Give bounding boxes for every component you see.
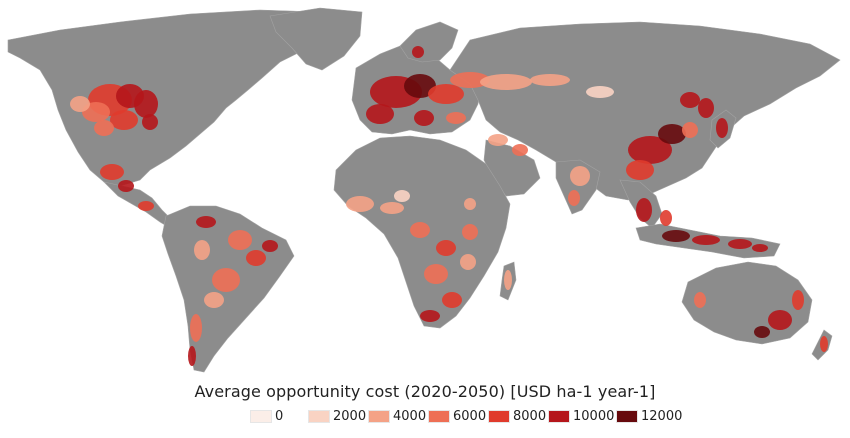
cost-patch xyxy=(752,244,768,252)
cost-patch xyxy=(188,346,196,366)
cost-patch xyxy=(460,254,476,270)
cost-patch xyxy=(568,190,580,206)
cost-patch xyxy=(94,120,114,136)
cost-patch xyxy=(658,124,686,144)
cost-patch xyxy=(70,96,90,112)
cost-patch xyxy=(820,336,828,352)
land-central-america xyxy=(103,181,173,229)
cost-patch xyxy=(412,46,424,58)
cost-patch xyxy=(792,290,804,310)
cost-patch xyxy=(680,92,700,108)
cost-patch xyxy=(728,239,752,249)
world-map-svg xyxy=(7,7,841,373)
legend-label-2: 4000 xyxy=(393,409,427,424)
cost-patch xyxy=(754,326,770,338)
legend-label-0: 0 xyxy=(275,409,284,424)
legend-label-6: 12000 xyxy=(641,409,683,424)
cost-patch xyxy=(586,86,614,98)
cost-patch xyxy=(410,222,430,238)
cost-patch xyxy=(446,112,466,124)
cost-patch xyxy=(228,230,252,250)
cost-patch xyxy=(118,180,134,192)
cost-patch xyxy=(626,160,654,180)
cost-patch xyxy=(530,74,570,86)
cost-patch xyxy=(464,198,476,210)
legend-swatch-6 xyxy=(616,410,638,423)
cost-patch xyxy=(262,240,278,252)
cost-patch xyxy=(504,270,512,290)
cost-patch xyxy=(212,268,240,292)
cost-patch xyxy=(512,144,528,156)
cost-patch xyxy=(196,216,216,228)
cost-patch xyxy=(194,240,210,260)
legend-label-4: 8000 xyxy=(513,409,547,424)
cost-patch xyxy=(204,292,224,308)
cost-patch xyxy=(716,118,728,138)
cost-patch xyxy=(414,110,434,126)
cost-patch xyxy=(404,74,436,98)
legend-label-5: 10000 xyxy=(573,409,615,424)
legend-swatch-5 xyxy=(548,410,570,423)
legend-label-3: 6000 xyxy=(453,409,487,424)
cost-patch xyxy=(366,104,394,124)
cost-patch xyxy=(488,134,508,146)
cost-patch xyxy=(442,292,462,308)
cost-patch xyxy=(190,314,202,342)
cost-patch xyxy=(480,74,532,90)
land-greenland xyxy=(269,7,363,71)
legend-label-1: 2000 xyxy=(333,409,367,424)
legend-swatch-4 xyxy=(488,410,510,423)
cost-patch xyxy=(660,210,672,226)
cost-patch xyxy=(692,235,720,245)
cost-patch xyxy=(380,202,404,214)
cost-patch xyxy=(682,122,698,138)
cost-patch xyxy=(662,230,690,242)
cost-patch xyxy=(142,114,158,130)
world-map xyxy=(7,7,841,373)
opportunity-cost-overlay xyxy=(70,46,828,366)
cost-patch xyxy=(636,198,652,222)
cost-patch xyxy=(138,201,154,211)
cost-patch xyxy=(698,98,714,118)
cost-patch xyxy=(100,164,124,180)
legend-swatch-3 xyxy=(428,410,450,423)
legend-swatch-1 xyxy=(308,410,330,423)
legend-title: Average opportunity cost (2020-2050) [US… xyxy=(194,382,656,401)
cost-patch xyxy=(694,292,706,308)
land-asia xyxy=(449,21,841,201)
cost-patch xyxy=(450,72,490,88)
cost-patch xyxy=(346,196,374,212)
cost-patch xyxy=(110,110,138,130)
cost-patch xyxy=(134,90,158,118)
cost-patch xyxy=(424,264,448,284)
cost-patch xyxy=(570,166,590,186)
cost-patch xyxy=(428,84,464,104)
cost-patch xyxy=(768,310,792,330)
cost-patch xyxy=(394,190,410,202)
land-scandinavia xyxy=(399,21,459,63)
cost-patch xyxy=(246,250,266,266)
cost-patch xyxy=(628,136,672,164)
legend-swatch-0 xyxy=(250,410,272,423)
legend-swatch-2 xyxy=(368,410,390,423)
cost-patch xyxy=(462,224,478,240)
cost-patch xyxy=(436,240,456,256)
cost-patch xyxy=(420,310,440,322)
